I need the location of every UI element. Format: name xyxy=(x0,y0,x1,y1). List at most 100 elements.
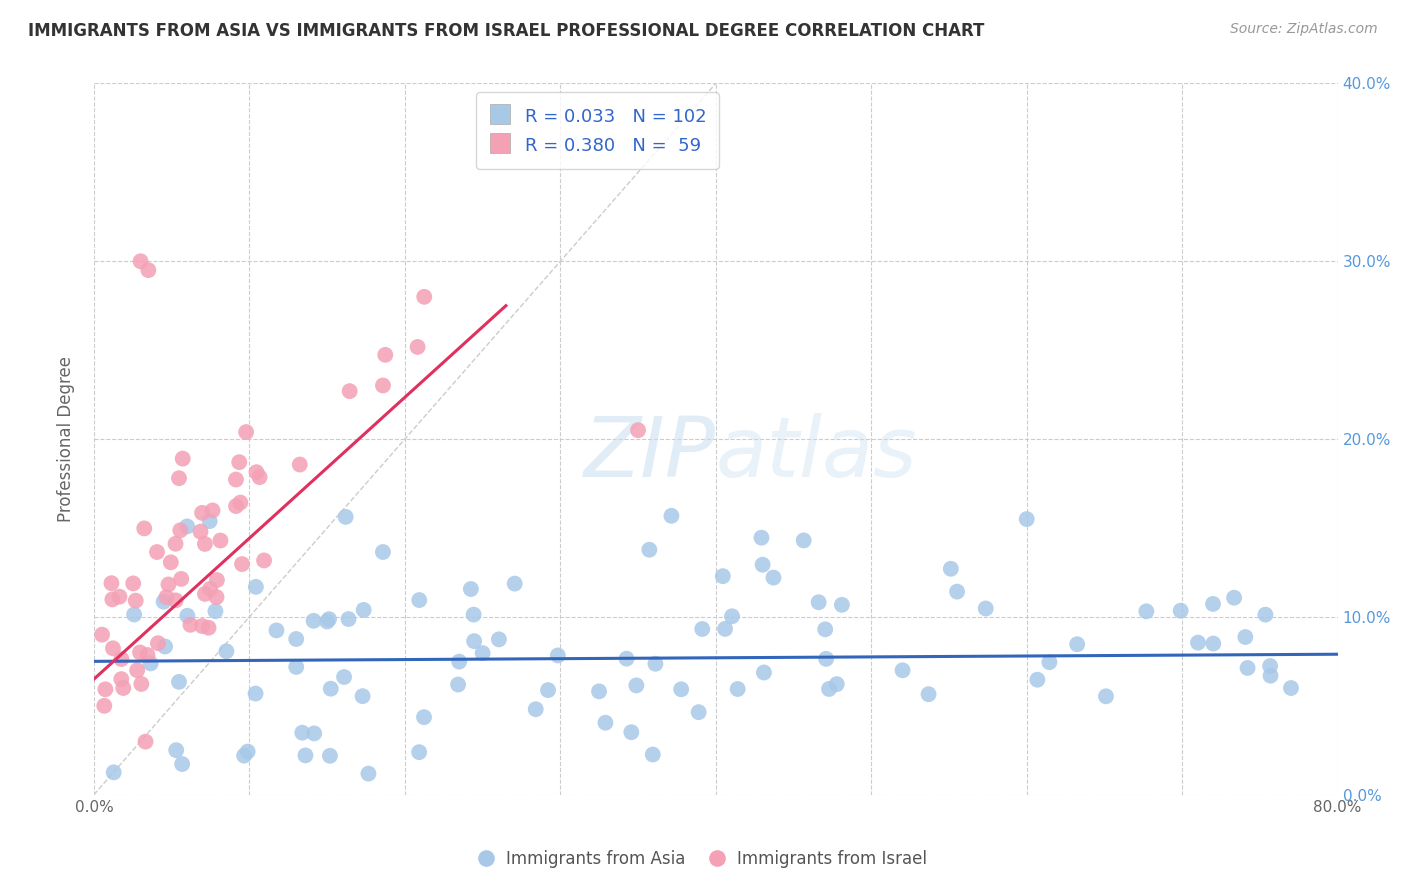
Point xyxy=(1187,635,1209,649)
Point xyxy=(100,576,122,591)
Point xyxy=(825,677,848,691)
Point xyxy=(357,766,380,780)
Point xyxy=(245,465,267,479)
Text: atlas: atlas xyxy=(716,413,917,494)
Point xyxy=(167,471,190,485)
Point xyxy=(917,687,939,701)
Point xyxy=(588,684,610,698)
Point xyxy=(711,569,734,583)
Point xyxy=(129,645,152,659)
Point xyxy=(288,458,311,472)
Point xyxy=(1095,690,1118,704)
Point xyxy=(152,595,174,609)
Point xyxy=(319,748,342,763)
Point xyxy=(176,608,198,623)
Point xyxy=(1260,669,1282,683)
Point xyxy=(235,425,257,439)
Point xyxy=(946,584,969,599)
Point xyxy=(762,571,785,585)
Text: IMMIGRANTS FROM ASIA VS IMMIGRANTS FROM ISRAEL PROFESSIONAL DEGREE CORRELATION C: IMMIGRANTS FROM ASIA VS IMMIGRANTS FROM … xyxy=(28,22,984,40)
Point xyxy=(793,533,815,548)
Point xyxy=(626,678,648,692)
Point xyxy=(1236,661,1258,675)
Point xyxy=(159,555,181,569)
Point xyxy=(547,648,569,663)
Point xyxy=(302,726,325,740)
Point xyxy=(155,590,177,604)
Point xyxy=(93,698,115,713)
Point xyxy=(1015,512,1038,526)
Point xyxy=(595,715,617,730)
Point xyxy=(201,503,224,517)
Point xyxy=(627,423,650,437)
Point xyxy=(294,748,316,763)
Point xyxy=(449,655,471,669)
Point xyxy=(1254,607,1277,622)
Point xyxy=(524,702,547,716)
Point xyxy=(807,595,830,609)
Point xyxy=(333,670,356,684)
Point xyxy=(353,603,375,617)
Point xyxy=(165,537,187,551)
Point xyxy=(165,743,187,757)
Point xyxy=(302,614,325,628)
Point xyxy=(204,604,226,618)
Point xyxy=(891,663,914,677)
Point xyxy=(1202,597,1225,611)
Point xyxy=(169,523,191,537)
Point xyxy=(463,607,485,622)
Point xyxy=(194,537,217,551)
Point xyxy=(471,646,494,660)
Point xyxy=(488,632,510,647)
Point xyxy=(245,580,267,594)
Point xyxy=(339,384,361,398)
Point xyxy=(91,628,114,642)
Point xyxy=(236,745,259,759)
Point xyxy=(127,663,149,677)
Point xyxy=(815,652,838,666)
Point xyxy=(727,681,749,696)
Point xyxy=(198,582,221,596)
Point xyxy=(139,657,162,671)
Legend: R = 0.033   N = 102, R = 0.380   N =  59: R = 0.033 N = 102, R = 0.380 N = 59 xyxy=(477,93,718,169)
Point xyxy=(179,617,201,632)
Point xyxy=(134,521,156,535)
Point xyxy=(688,705,710,719)
Point xyxy=(131,677,153,691)
Point xyxy=(616,651,638,665)
Point xyxy=(319,681,342,696)
Point xyxy=(620,725,643,739)
Point xyxy=(122,576,145,591)
Point xyxy=(122,607,145,622)
Point xyxy=(194,587,217,601)
Point xyxy=(374,348,396,362)
Point xyxy=(814,623,837,637)
Point xyxy=(371,545,394,559)
Point xyxy=(172,757,194,772)
Point xyxy=(1170,604,1192,618)
Point xyxy=(110,672,132,686)
Point xyxy=(233,748,256,763)
Point xyxy=(447,677,470,691)
Point xyxy=(225,499,247,513)
Point xyxy=(135,734,157,748)
Point xyxy=(231,557,253,571)
Point xyxy=(108,590,131,604)
Point xyxy=(503,576,526,591)
Point xyxy=(245,687,267,701)
Point xyxy=(690,622,713,636)
Point xyxy=(1066,637,1088,651)
Point xyxy=(1234,630,1257,644)
Point xyxy=(146,545,169,559)
Point xyxy=(225,473,247,487)
Point xyxy=(291,725,314,739)
Point xyxy=(644,657,666,671)
Point xyxy=(1038,655,1060,669)
Point xyxy=(190,524,212,539)
Point xyxy=(253,553,276,567)
Point xyxy=(209,533,232,548)
Point xyxy=(371,378,394,392)
Point xyxy=(228,455,250,469)
Point xyxy=(751,558,773,572)
Point xyxy=(229,495,252,509)
